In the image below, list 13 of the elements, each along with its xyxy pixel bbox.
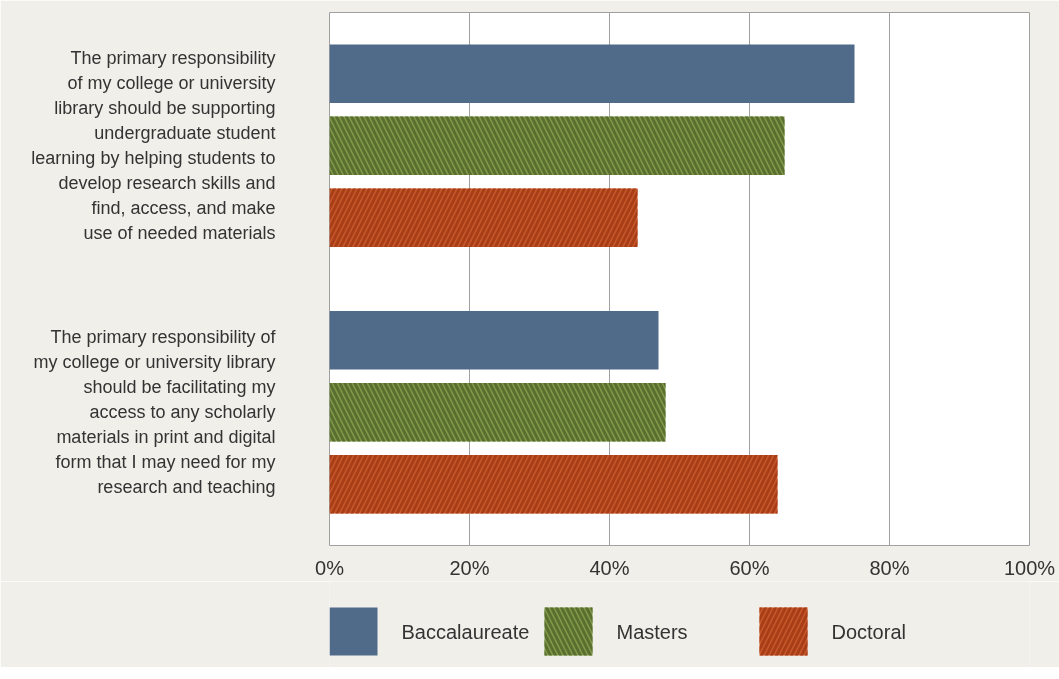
x-tick-label: 0%: [315, 556, 345, 579]
legend-label: Masters: [616, 620, 688, 643]
x-tick-label: 60%: [729, 556, 770, 579]
y-tick-label: The primary responsibility of my college or university library should be facilitating my access to any scholarly materials in print and digital form that I may need for my research and teaching: [33, 327, 277, 498]
y-tick-label: The primary responsibility of my college or university library should be supporting undergraduate student learning by helping students to develop research skills and find, access, and make use of needed materials: [31, 48, 276, 244]
x-tick-label: 80%: [869, 556, 910, 579]
legend-label: Doctoral: [831, 620, 906, 643]
bar: [329, 44, 855, 104]
x-tick-label: 100%: [1003, 556, 1056, 579]
legend-label: Baccalaureate: [401, 620, 530, 643]
bar: [329, 310, 659, 370]
x-tick-label: 20%: [449, 556, 490, 579]
x-tick-label: 40%: [589, 556, 630, 579]
